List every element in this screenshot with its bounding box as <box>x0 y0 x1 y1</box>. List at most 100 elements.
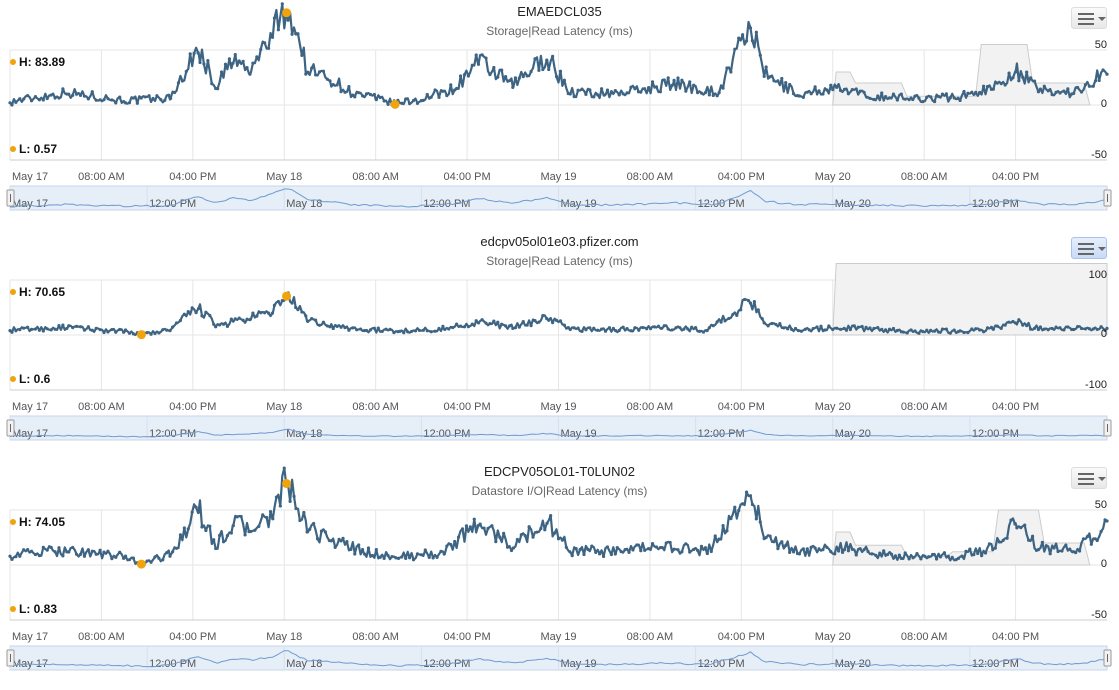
data-point <box>978 328 982 332</box>
data-point <box>662 324 666 328</box>
data-point <box>168 554 172 558</box>
data-point <box>788 82 792 87</box>
data-point <box>578 548 582 552</box>
data-point <box>643 548 647 552</box>
data-point <box>476 62 481 66</box>
data-point <box>49 93 53 97</box>
navigator-tick-label: May 19 <box>561 428 597 440</box>
data-point <box>558 319 563 323</box>
data-point <box>1023 523 1027 527</box>
data-point <box>339 325 343 329</box>
data-point <box>972 552 976 557</box>
data-point <box>1025 70 1029 74</box>
data-point <box>558 69 563 73</box>
data-point <box>466 325 470 329</box>
data-point <box>343 90 347 94</box>
chart-menu-button[interactable] <box>1071 237 1107 259</box>
data-point <box>652 325 657 329</box>
navigator-tick-label: May 20 <box>835 428 871 440</box>
data-point <box>18 554 22 558</box>
data-point <box>1076 325 1080 329</box>
data-point <box>1017 79 1021 83</box>
data-point <box>404 97 408 101</box>
chart-subtitle: Storage|Read Latency (ms) <box>486 24 633 38</box>
data-point <box>958 98 962 103</box>
data-point <box>427 555 431 560</box>
caret-down-icon <box>1098 17 1106 21</box>
data-point <box>942 551 947 555</box>
data-point <box>1072 91 1076 96</box>
data-point <box>911 97 915 102</box>
data-point <box>353 95 357 99</box>
data-point <box>511 85 515 89</box>
data-point <box>361 94 365 98</box>
data-point <box>854 553 858 557</box>
navigator-tick-label: May 18 <box>286 198 322 210</box>
data-point <box>169 96 173 101</box>
data-point <box>909 328 913 332</box>
navigator-tick-label: 12:00 PM <box>149 428 196 440</box>
data-point <box>725 529 729 533</box>
data-point <box>49 545 53 549</box>
x-tick-label: 04:00 PM <box>718 631 765 643</box>
data-point <box>938 555 943 559</box>
chart-menu-button[interactable] <box>1071 467 1107 489</box>
data-point <box>821 92 825 96</box>
data-point <box>470 322 474 326</box>
high-value: H: 83.89 <box>19 55 66 69</box>
data-point <box>744 39 749 43</box>
data-point <box>650 542 655 546</box>
x-tick-label: 08:00 AM <box>352 401 398 413</box>
chart-menu-button[interactable] <box>1071 7 1107 29</box>
data-point <box>1007 320 1011 324</box>
data-point <box>625 91 629 95</box>
x-tick-label: 08:00 AM <box>627 631 673 643</box>
data-point <box>880 327 884 331</box>
navigator-tick-label: 12:00 PM <box>423 428 470 440</box>
data-point <box>106 330 110 334</box>
data-point <box>654 545 659 549</box>
data-point <box>29 549 34 553</box>
x-tick-label: 08:00 AM <box>78 631 124 643</box>
data-point <box>261 513 265 517</box>
data-point <box>570 554 574 558</box>
data-point <box>67 324 71 328</box>
data-point <box>619 549 623 554</box>
data-point <box>45 548 49 552</box>
data-point <box>970 327 974 331</box>
data-point <box>102 330 106 335</box>
data-point <box>408 556 412 560</box>
data-point <box>449 542 453 547</box>
data-point <box>321 320 326 324</box>
data-point <box>1066 87 1070 91</box>
data-point <box>212 538 216 542</box>
data-point <box>664 541 668 545</box>
data-point <box>231 61 235 65</box>
data-point <box>913 94 917 98</box>
data-point <box>462 325 467 329</box>
data-point <box>114 330 118 334</box>
data-point <box>748 494 753 498</box>
navigator: May 17 12:00 PM May 18 12:00 PM May 19 12:00 … <box>6 415 1112 441</box>
data-point <box>165 328 169 332</box>
data-point <box>576 88 580 92</box>
y-tick-label: -50 <box>1091 149 1107 161</box>
data-point <box>194 311 198 315</box>
data-point <box>887 96 892 100</box>
data-point <box>741 502 745 506</box>
data-point <box>748 301 753 305</box>
data-point <box>208 313 212 318</box>
data-point <box>248 72 252 76</box>
low-label: L: 0.57 <box>10 142 57 156</box>
data-point <box>829 550 833 554</box>
x-tick-label: 08:00 AM <box>627 401 673 413</box>
data-point <box>729 517 733 521</box>
data-point <box>1052 546 1056 550</box>
data-point <box>362 552 367 556</box>
series-points <box>8 466 1109 567</box>
data-point <box>605 88 610 92</box>
data-point <box>760 317 764 321</box>
data-point <box>721 86 725 90</box>
data-point <box>186 309 190 314</box>
data-point <box>601 554 606 559</box>
